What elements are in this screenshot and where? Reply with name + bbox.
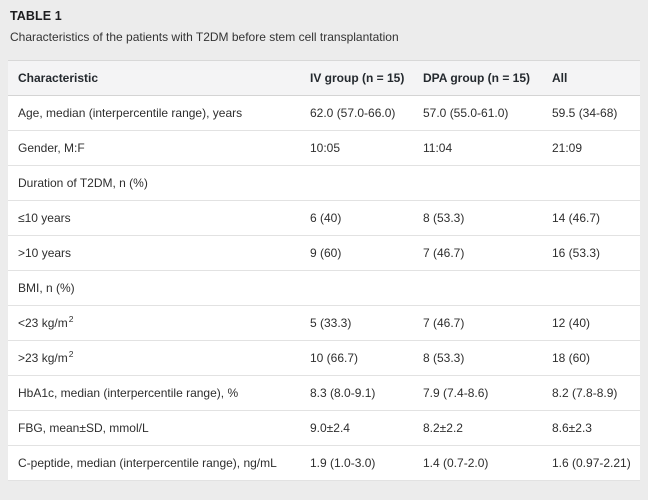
cell-dpa: 7 (46.7) <box>423 245 465 260</box>
cell-dpa: 7 (46.7) <box>423 315 465 330</box>
cell-all <box>552 279 640 297</box>
column-header-iv-group: IV group (n = 15) <box>310 71 405 85</box>
table-row-hba1c: HbA1c, median (interpercentile range), %… <box>8 376 640 411</box>
cell-iv: 8.3 (8.0-9.1) <box>310 385 376 400</box>
superscript: 2 <box>68 314 74 324</box>
table-row-gender: Gender, M:F 10:05 11:04 21:09 <box>8 131 640 166</box>
cell-dpa: 8.2±2.2 <box>423 420 463 435</box>
cell-all: 1.6 (0.97-2.21) <box>552 455 631 470</box>
cell-dpa: 57.0 (55.0-61.0) <box>423 105 509 120</box>
table-row-bmi-gt23: >23 kg/m2 10 (66.7) 8 (53.3) 18 (60) <box>8 341 640 376</box>
row-label: >10 years <box>18 246 72 260</box>
row-label: Duration of T2DM, n (%) <box>18 176 148 190</box>
cell-all: 16 (53.3) <box>552 245 601 260</box>
column-header-characteristic: Characteristic <box>18 71 99 85</box>
cell-iv <box>310 174 423 192</box>
cell-dpa: 8 (53.3) <box>423 350 465 365</box>
cell-all: 59.5 (34-68) <box>552 105 618 120</box>
column-header-dpa-group: DPA group (n = 15) <box>423 71 531 85</box>
cell-iv: 1.9 (1.0-3.0) <box>310 455 376 470</box>
row-label: Age, median (interpercentile range), yea… <box>18 106 243 120</box>
cell-iv: 10 (66.7) <box>310 350 359 365</box>
table-row-duration-le10: ≤10 years 6 (40) 8 (53.3) 14 (46.7) <box>8 201 640 236</box>
table-header-row: Characteristic IV group (n = 15) DPA gro… <box>8 61 640 96</box>
row-label: <23 kg/m2 <box>18 314 74 330</box>
superscript: 2 <box>68 349 74 359</box>
cell-dpa: 7.9 (7.4-8.6) <box>423 385 489 400</box>
table-row-fbg: FBG, mean±SD, mmol/L 9.0±2.4 8.2±2.2 8.6… <box>8 411 640 446</box>
table-row-bmi-lt23: <23 kg/m2 5 (33.3) 7 (46.7) 12 (40) <box>8 306 640 341</box>
cell-all: 12 (40) <box>552 315 591 330</box>
table-caption: Characteristics of the patients with T2D… <box>10 30 399 44</box>
table-row-duration-header: Duration of T2DM, n (%) <box>8 166 640 201</box>
cell-iv: 10:05 <box>310 140 341 155</box>
table-label: TABLE 1 <box>10 9 62 23</box>
page: TABLE 1 Characteristics of the patients … <box>8 9 640 481</box>
cell-all: 21:09 <box>552 140 583 155</box>
column-header-all: All <box>552 71 568 85</box>
cell-all: 18 (60) <box>552 350 591 365</box>
cell-all <box>552 174 640 192</box>
table-row-age: Age, median (interpercentile range), yea… <box>8 96 640 131</box>
cell-dpa <box>423 279 552 297</box>
characteristics-table: Characteristic IV group (n = 15) DPA gro… <box>8 60 640 481</box>
table-row-bmi-header: BMI, n (%) <box>8 271 640 306</box>
row-label: BMI, n (%) <box>18 281 75 295</box>
cell-dpa: 1.4 (0.7-2.0) <box>423 455 489 470</box>
cell-all: 8.6±2.3 <box>552 420 592 435</box>
row-label: FBG, mean±SD, mmol/L <box>18 421 149 435</box>
cell-dpa: 11:04 <box>423 140 453 155</box>
cell-iv: 5 (33.3) <box>310 315 352 330</box>
cell-dpa <box>423 174 552 192</box>
table-row-duration-gt10: >10 years 9 (60) 7 (46.7) 16 (53.3) <box>8 236 640 271</box>
cell-iv: 62.0 (57.0-66.0) <box>310 105 396 120</box>
cell-all: 14 (46.7) <box>552 210 601 225</box>
cell-dpa: 8 (53.3) <box>423 210 465 225</box>
row-label: >23 kg/m2 <box>18 349 74 365</box>
cell-iv: 6 (40) <box>310 210 342 225</box>
cell-iv <box>310 279 423 297</box>
row-label: C-peptide, median (interpercentile range… <box>18 456 277 470</box>
row-label: HbA1c, median (interpercentile range), % <box>18 386 239 400</box>
row-label: Gender, M:F <box>18 141 85 155</box>
cell-iv: 9 (60) <box>310 245 342 260</box>
table-row-cpeptide: C-peptide, median (interpercentile range… <box>8 446 640 481</box>
cell-all: 8.2 (7.8-8.9) <box>552 385 618 400</box>
cell-iv: 9.0±2.4 <box>310 420 350 435</box>
row-label: ≤10 years <box>18 211 71 225</box>
